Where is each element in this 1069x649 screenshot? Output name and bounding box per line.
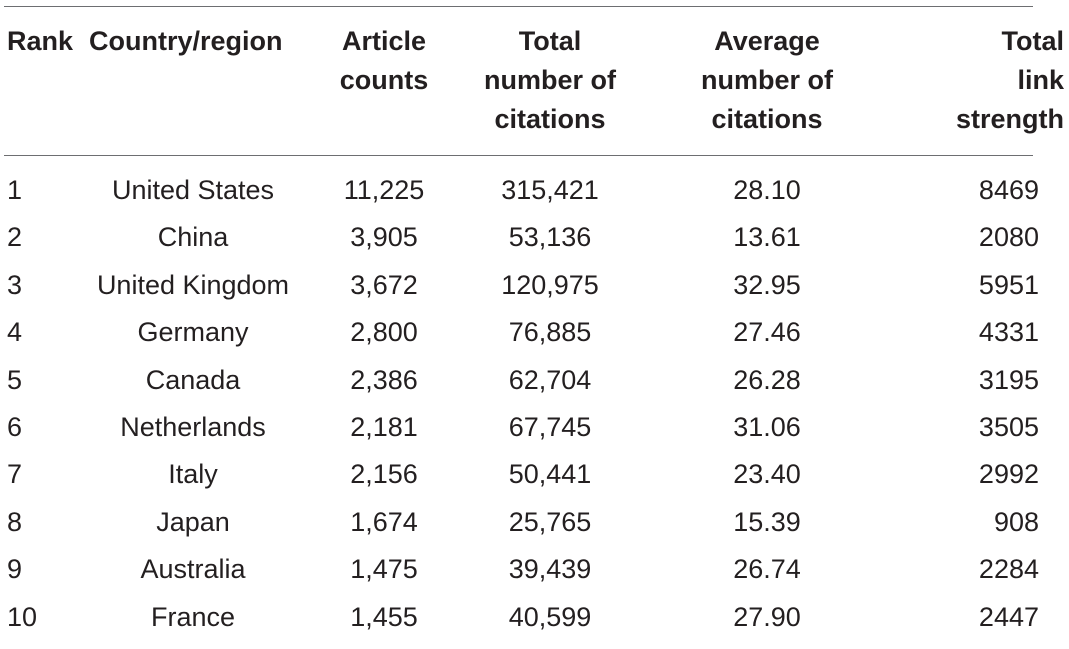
cell-total-link-strength: 3195 <box>978 364 1039 395</box>
header-rank: Rank <box>7 26 74 56</box>
cell-average-citations: 27.90 <box>733 601 801 632</box>
cell-total-citations: 53,136 <box>508 222 592 253</box>
header-total-link-strength: Total link strength <box>956 26 1064 134</box>
table-row: 9 Australia 1,475 39,439 26.74 2284 <box>0 554 1069 601</box>
cell-total-link-strength: 908 <box>993 506 1039 537</box>
cell-total-link-strength: 2447 <box>978 601 1039 632</box>
cell-total-citations: 67,745 <box>508 412 592 442</box>
cell-total-link-strength: 2080 <box>978 222 1039 253</box>
cell-article-counts: 2,156 <box>350 459 418 490</box>
cell-rank: 1 <box>7 175 23 205</box>
cell-average-citations: 28.10 <box>733 175 801 205</box>
cell-total-link-strength: 8469 <box>978 175 1039 205</box>
cell-rank: 3 <box>7 269 23 300</box>
table-row: 2 China 3,905 53,136 13.61 2080 <box>0 222 1069 269</box>
cell-total-citations: 76,885 <box>508 317 592 348</box>
cell-article-counts: 2,386 <box>350 364 418 395</box>
header-average-citations: Average number of citations <box>701 26 833 134</box>
cell-article-counts: 1,455 <box>350 601 418 632</box>
cell-country-region: Canada <box>145 364 241 395</box>
table-row: 7 Italy 2,156 50,441 23.40 2992 <box>0 459 1069 506</box>
cell-country-region: Netherlands <box>120 412 266 442</box>
cell-rank: 10 <box>7 601 38 632</box>
header-total-citations: Total number of citations <box>484 26 616 134</box>
cell-total-citations: 50,441 <box>508 459 592 490</box>
table-header-rule <box>4 155 1033 156</box>
cell-rank: 8 <box>7 506 23 537</box>
table-row: 5 Canada 2,386 62,704 26.28 3195 <box>0 365 1069 412</box>
cell-average-citations: 23.40 <box>733 459 801 490</box>
cell-country-region: France <box>150 601 236 632</box>
cell-rank: 2 <box>7 222 23 253</box>
cell-rank: 6 <box>7 412 23 442</box>
cell-total-link-strength: 2284 <box>978 554 1039 585</box>
cell-article-counts: 1,475 <box>350 554 418 585</box>
cell-total-link-strength: 2992 <box>978 459 1039 490</box>
cell-average-citations: 27.46 <box>733 317 801 348</box>
cell-country-region: Germany <box>137 317 249 348</box>
cell-article-counts: 3,672 <box>350 269 418 300</box>
cell-rank: 4 <box>7 317 23 348</box>
cell-average-citations: 32.95 <box>733 269 801 300</box>
cell-article-counts: 2,181 <box>350 412 418 442</box>
cell-average-citations: 13.61 <box>733 222 801 253</box>
cell-country-region: Italy <box>168 459 218 490</box>
cell-total-citations: 40,599 <box>508 601 592 632</box>
table-row: 6 Netherlands 2,181 67,745 31.06 3505 <box>0 412 1069 459</box>
cell-total-citations: 25,765 <box>508 506 592 537</box>
cell-rank: 9 <box>7 554 23 585</box>
cell-country-region: Australia <box>140 554 246 585</box>
cell-total-citations: 39,439 <box>508 554 592 585</box>
cell-average-citations: 31.06 <box>733 412 801 442</box>
cell-article-counts: 2,800 <box>350 317 418 348</box>
table-row: 8 Japan 1,674 25,765 15.39 908 <box>0 507 1069 554</box>
table-row: 1 United States 11,225 315,421 28.10 8469 <box>0 175 1069 222</box>
cell-average-citations: 15.39 <box>733 506 801 537</box>
header-article-counts: Article counts <box>339 26 429 95</box>
cell-total-citations: 120,975 <box>501 269 599 300</box>
cell-average-citations: 26.74 <box>733 554 801 585</box>
table-row: 3 United Kingdom 3,672 120,975 32.95 5951 <box>0 270 1069 317</box>
cell-article-counts: 3,905 <box>350 222 418 253</box>
cell-country-region: United Kingdom <box>96 269 290 300</box>
cell-total-link-strength: 4331 <box>978 317 1039 348</box>
table-row: 10 France 1,455 40,599 27.90 2447 <box>0 602 1069 649</box>
cell-rank: 7 <box>7 459 23 490</box>
cell-article-counts: 11,225 <box>343 175 425 205</box>
cell-country-region: China <box>157 222 229 253</box>
cell-article-counts: 1,674 <box>350 506 418 537</box>
cell-total-citations: 315,421 <box>501 175 599 205</box>
cell-country-region: United States <box>111 175 275 205</box>
table-row: 4 Germany 2,800 76,885 27.46 4331 <box>0 317 1069 364</box>
header-country-region: Country/region <box>89 26 283 56</box>
cell-country-region: Japan <box>156 506 230 537</box>
table-top-rule <box>4 6 1033 7</box>
cell-total-link-strength: 5951 <box>978 269 1039 300</box>
cell-rank: 5 <box>7 364 23 395</box>
cell-total-citations: 62,704 <box>508 364 592 395</box>
cell-average-citations: 26.28 <box>733 364 801 395</box>
cell-total-link-strength: 3505 <box>978 412 1039 442</box>
